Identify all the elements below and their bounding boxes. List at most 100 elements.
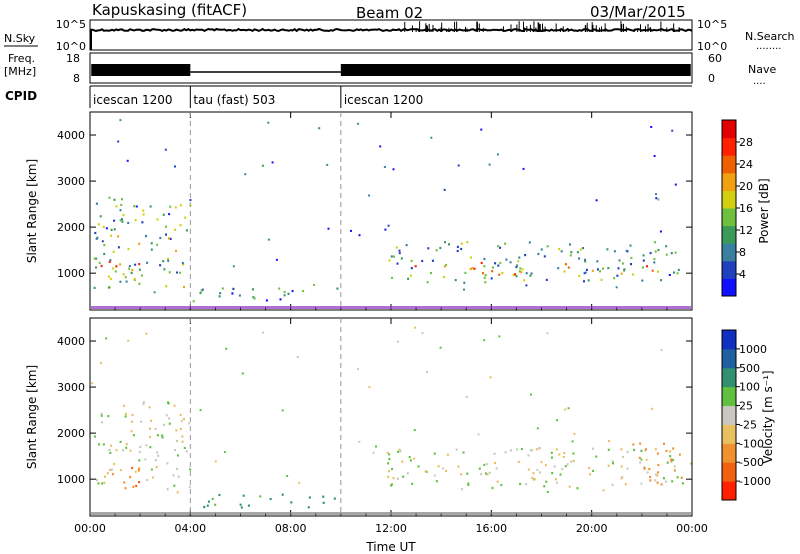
heatmap-cell (119, 280, 122, 283)
heatmap-cell (678, 453, 681, 456)
heatmap-cell (140, 420, 143, 423)
heatmap-cell (397, 450, 400, 453)
heatmap-cell (584, 258, 586, 261)
heatmap-cell (509, 261, 512, 264)
heatmap-cell (119, 440, 122, 443)
y-tick-label: 2000 (57, 221, 85, 234)
heatmap-cell (430, 271, 432, 275)
heatmap-cell (156, 451, 159, 454)
heatmap-cell (660, 483, 663, 486)
heatmap-cell (644, 449, 647, 452)
heatmap-cell (545, 278, 548, 281)
colorbar-tick-label: 24 (739, 158, 753, 171)
heatmap-cell (115, 449, 118, 452)
velocity-ylabel: Slant Range [km] (25, 365, 39, 469)
heatmap-cell (387, 224, 390, 227)
heatmap-cell (127, 221, 130, 224)
heatmap-cell (247, 504, 250, 507)
cpid-segment-label: tau (fast) 503 (193, 93, 275, 107)
heatmap-cell (368, 194, 371, 197)
heatmap-cell (400, 257, 403, 260)
heatmap-cell (307, 506, 310, 509)
heatmap-cell (514, 273, 517, 276)
heatmap-cell (119, 119, 122, 122)
heatmap-cell (588, 466, 591, 470)
velocity-cells (91, 326, 692, 509)
heatmap-cell (168, 213, 171, 216)
heatmap-cell (375, 445, 377, 448)
heatmap-cell (596, 268, 599, 271)
colorbar-swatch (722, 424, 736, 444)
heatmap-cell (165, 414, 168, 417)
heatmap-cell (536, 427, 539, 430)
heatmap-cell (510, 449, 512, 452)
heatmap-cell (395, 246, 398, 249)
heatmap-cell (662, 477, 665, 480)
heatmap-cell (372, 451, 375, 454)
heatmap-cell (176, 467, 179, 470)
heatmap-cell (133, 205, 136, 208)
heatmap-cell (567, 266, 570, 269)
y-tick-label: 3000 (57, 381, 85, 394)
heatmap-cell (491, 486, 494, 490)
heatmap-cell (368, 386, 371, 389)
heatmap-cell (383, 166, 386, 168)
heatmap-cell (426, 281, 429, 284)
heatmap-cell (176, 439, 178, 443)
heatmap-cell (138, 268, 141, 271)
heatmap-cell (392, 477, 395, 480)
velocity-colorbar: 1000 500 100 25 -25 -100 -500 -1000 (721, 329, 771, 501)
nsearch-label: N.Search (745, 30, 795, 43)
heatmap-cell (402, 475, 405, 478)
heatmap-cell (430, 136, 433, 139)
heatmap-cell (199, 409, 202, 412)
heatmap-cell (286, 475, 289, 477)
heatmap-cell (673, 469, 676, 472)
heatmap-cell (121, 218, 123, 221)
colorbar-swatch (722, 278, 736, 297)
heatmap-cell (110, 468, 113, 471)
heatmap-cell (660, 349, 663, 352)
heatmap-cell (484, 274, 487, 277)
heatmap-cell (110, 228, 113, 231)
heatmap-cell (183, 285, 185, 289)
heatmap-cell (150, 419, 153, 422)
heatmap-cell (94, 231, 97, 235)
heatmap-cell (131, 269, 134, 272)
heatmap-cell (308, 496, 311, 499)
heatmap-cell (201, 288, 204, 291)
heatmap-cell (113, 228, 116, 231)
heatmap-cell (206, 504, 209, 507)
heatmap-cell (152, 476, 154, 479)
heatmap-cell (650, 126, 653, 128)
power-colorbar: 4 8 12 16 20 24 28 (721, 119, 753, 297)
heatmap-cell (583, 272, 586, 275)
heatmap-cell (178, 271, 181, 274)
heatmap-cell (666, 461, 669, 464)
heatmap-cell (168, 271, 171, 274)
heatmap-cell (433, 474, 436, 477)
heatmap-cell (414, 265, 417, 268)
heatmap-cell (641, 279, 644, 282)
heatmap-cell (407, 277, 410, 280)
x-tick-label: 20:00 (576, 522, 608, 535)
heatmap-cell (477, 433, 480, 436)
heatmap-cell (620, 477, 623, 480)
heatmap-cell (435, 249, 438, 252)
heatmap-cell (576, 487, 579, 490)
heatmap-cell (287, 292, 290, 295)
heatmap-cell (241, 372, 244, 375)
heatmap-cell (174, 449, 177, 452)
heatmap-cell (654, 473, 657, 476)
heatmap-cell (219, 292, 222, 295)
heatmap-cell (618, 259, 621, 262)
heatmap-cell (283, 294, 286, 297)
heatmap-cell (494, 461, 496, 465)
heatmap-cell (643, 467, 646, 470)
heatmap-cell (110, 234, 113, 237)
heatmap-cell (657, 463, 660, 467)
heatmap-cell (144, 458, 147, 461)
heatmap-cell (388, 453, 391, 456)
heatmap-cell (134, 470, 137, 473)
heatmap-cell (120, 203, 123, 206)
